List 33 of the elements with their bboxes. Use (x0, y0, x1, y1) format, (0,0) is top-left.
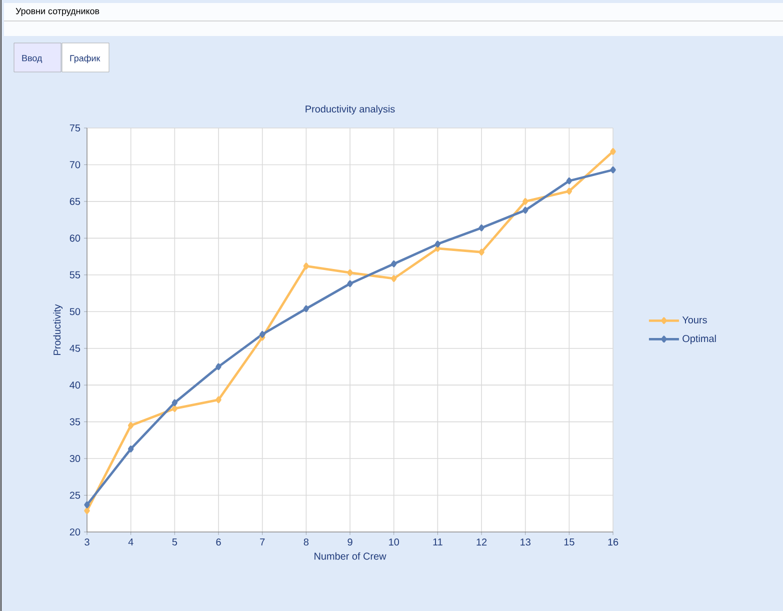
y-tick-label: 60 (70, 234, 80, 242)
y-tick-label: 20 (70, 528, 80, 536)
y-tick-label: 35 (70, 418, 80, 426)
chart-title: Productivity analysis (306, 105, 395, 114)
x-tick-label: 15 (564, 538, 574, 546)
x-tick-label: 5 (172, 538, 178, 546)
text: Ввод (22, 55, 42, 63)
y-tick-label: 25 (70, 492, 80, 499)
x-tick-label: 12 (476, 538, 487, 546)
x-tick-label: 6 (216, 538, 221, 546)
x-tick-label: 16 (608, 538, 618, 546)
y-tick-label: 30 (70, 455, 80, 462)
x-tick-label: 9 (348, 538, 352, 546)
y-tick-label: 70 (70, 161, 80, 168)
y-tick-label: 45 (70, 344, 80, 352)
legend-label: Optimal (682, 334, 716, 344)
x-tick-label: 11 (433, 538, 442, 546)
text: Уровни сотрудников (16, 8, 100, 16)
x-tick-label: 13 (520, 538, 530, 546)
legend-label: Yours (682, 316, 707, 324)
y-axis-title: Productivity (53, 304, 63, 355)
x-axis-title: Number of Crew (314, 552, 386, 560)
y-tick-label: 55 (70, 271, 80, 278)
y-tick-label: 40 (70, 382, 80, 389)
text: График (70, 54, 100, 64)
x-tick-label: 10 (389, 538, 399, 546)
x-tick-label: 8 (304, 538, 309, 546)
y-tick-label: 75 (70, 124, 80, 132)
y-tick-label: 50 (70, 308, 80, 316)
x-tick-label: 3 (84, 538, 90, 546)
x-tick-label: 7 (260, 538, 265, 546)
y-tick-label: 65 (70, 198, 80, 205)
x-tick-label: 4 (128, 538, 134, 546)
